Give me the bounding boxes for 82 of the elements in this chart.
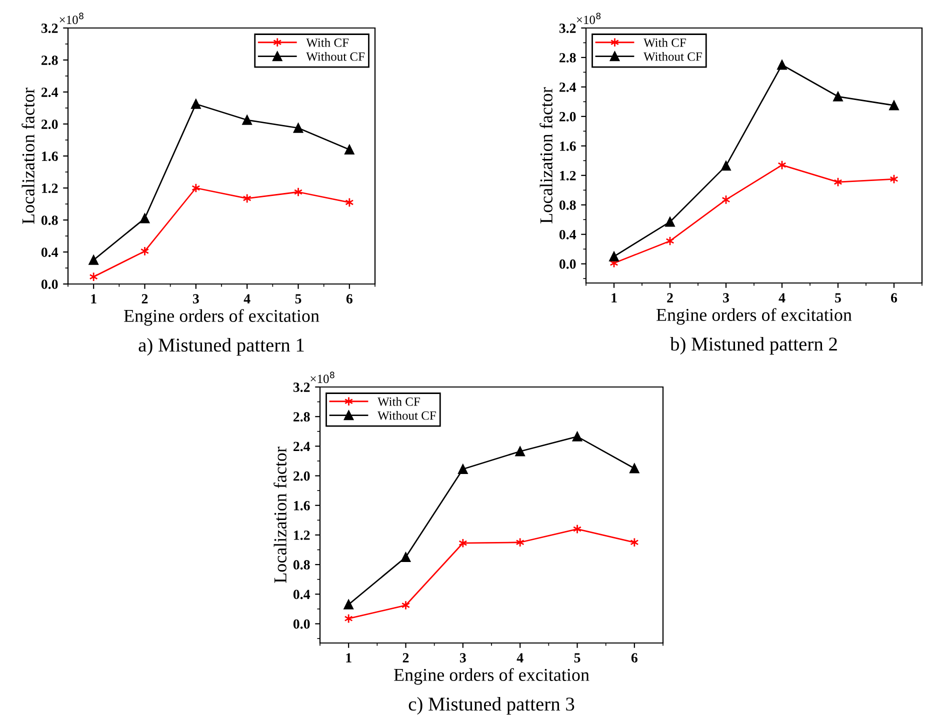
x-tick-label: 6 — [346, 294, 352, 304]
point — [88, 255, 98, 265]
y-tick-label: 1.6 — [42, 152, 58, 162]
point — [191, 99, 201, 109]
x-tick-label: 1 — [612, 293, 617, 302]
y-tick-label: 3.2 — [559, 24, 576, 34]
y-tick-label: 0.8 — [41, 216, 58, 226]
x-axis-title: Engine orders of excitation — [656, 308, 852, 325]
x-tick-label: 1 — [346, 653, 352, 662]
point — [293, 123, 304, 133]
x-tick-label: 6 — [631, 653, 638, 662]
x-tick-label: 4 — [778, 293, 786, 302]
x-tick-label: 4 — [244, 294, 250, 304]
x-axis-title: Engine orders of excitation — [394, 668, 590, 685]
y-tick-label: 0.8 — [293, 560, 310, 570]
point — [630, 464, 640, 474]
y-tick-label: 2.8 — [560, 53, 576, 62]
point — [458, 464, 468, 474]
text: ×10$^{8}$ — [576, 12, 601, 24]
y-tick-label: 1.2 — [560, 171, 576, 180]
point — [140, 214, 150, 224]
text: ×10$^{8}$ — [310, 372, 334, 384]
legend-label: Without CF — [306, 52, 365, 61]
point — [889, 100, 899, 110]
y-tick-label: 0.0 — [41, 280, 58, 290]
y-tick-label: 3.2 — [41, 24, 58, 34]
x-tick-label: 5 — [295, 294, 302, 304]
text: c) Mistuned pattern 3 — [408, 697, 574, 715]
point — [344, 144, 354, 154]
y-tick-label: 2.0 — [560, 112, 576, 122]
y-tick-label: 2.0 — [42, 120, 58, 130]
text: a) Mistuned pattern 1 — [138, 338, 304, 356]
y-tick-label: 2.4 — [560, 82, 576, 92]
y-tick-label: 1.2 — [42, 184, 58, 194]
point — [572, 432, 582, 442]
y-tick-label: 2.4 — [294, 442, 310, 452]
legend-label: With CF — [378, 397, 420, 406]
x-tick-label: 4 — [516, 653, 524, 662]
y-tick-label: 0.0 — [559, 259, 576, 269]
y-tick-label: 2.0 — [294, 471, 310, 481]
y-tick-label: 0.4 — [41, 248, 58, 258]
x-tick-label: 1 — [91, 294, 96, 304]
point — [609, 252, 619, 262]
y-tick-label: 0.8 — [559, 200, 576, 210]
x-tick-label: 5 — [835, 293, 841, 302]
legend-label: Without CF — [378, 410, 436, 420]
legend-label: With CF — [644, 38, 686, 47]
y-tick-label: 2.8 — [42, 56, 58, 66]
y-axis-title: Localization factor — [274, 446, 286, 583]
y-tick-label: 0.4 — [559, 230, 576, 240]
point — [344, 600, 354, 610]
x-axis-title: Engine orders of excitation — [124, 309, 320, 326]
point — [400, 552, 411, 562]
y-tick-label: 1.6 — [294, 501, 310, 510]
x-tick-label: 3 — [723, 293, 729, 302]
y-tick-label: 1.6 — [560, 142, 576, 151]
x-tick-label: 6 — [891, 293, 898, 302]
y-axis-title: Localization factor — [22, 88, 34, 224]
text: ×10$^{8}$ — [60, 12, 84, 24]
y-tick-label: 3.2 — [293, 382, 310, 392]
point — [665, 216, 675, 227]
x-tick-label: 5 — [574, 653, 580, 662]
legend-label: Without CF — [644, 52, 702, 61]
x-tick-label: 2 — [142, 294, 148, 304]
point — [777, 60, 787, 70]
y-tick-label: 0.0 — [293, 619, 310, 629]
y-axis-title: Localization factor — [540, 87, 552, 224]
x-tick-label: 2 — [667, 293, 673, 302]
x-tick-label: 3 — [192, 294, 199, 304]
point — [89, 272, 98, 282]
point — [242, 115, 252, 125]
point — [721, 160, 731, 171]
x-tick-label: 3 — [460, 653, 466, 662]
y-tick-label: 0.4 — [293, 590, 310, 600]
point — [833, 92, 843, 102]
point — [515, 446, 525, 456]
y-tick-label: 1.2 — [294, 530, 310, 540]
x-tick-label: 2 — [402, 653, 409, 662]
y-tick-label: 2.8 — [294, 412, 310, 422]
y-tick-label: 2.4 — [42, 88, 58, 98]
text: b) Mistuned pattern 2 — [670, 337, 837, 355]
legend-label: With CF — [306, 38, 349, 47]
